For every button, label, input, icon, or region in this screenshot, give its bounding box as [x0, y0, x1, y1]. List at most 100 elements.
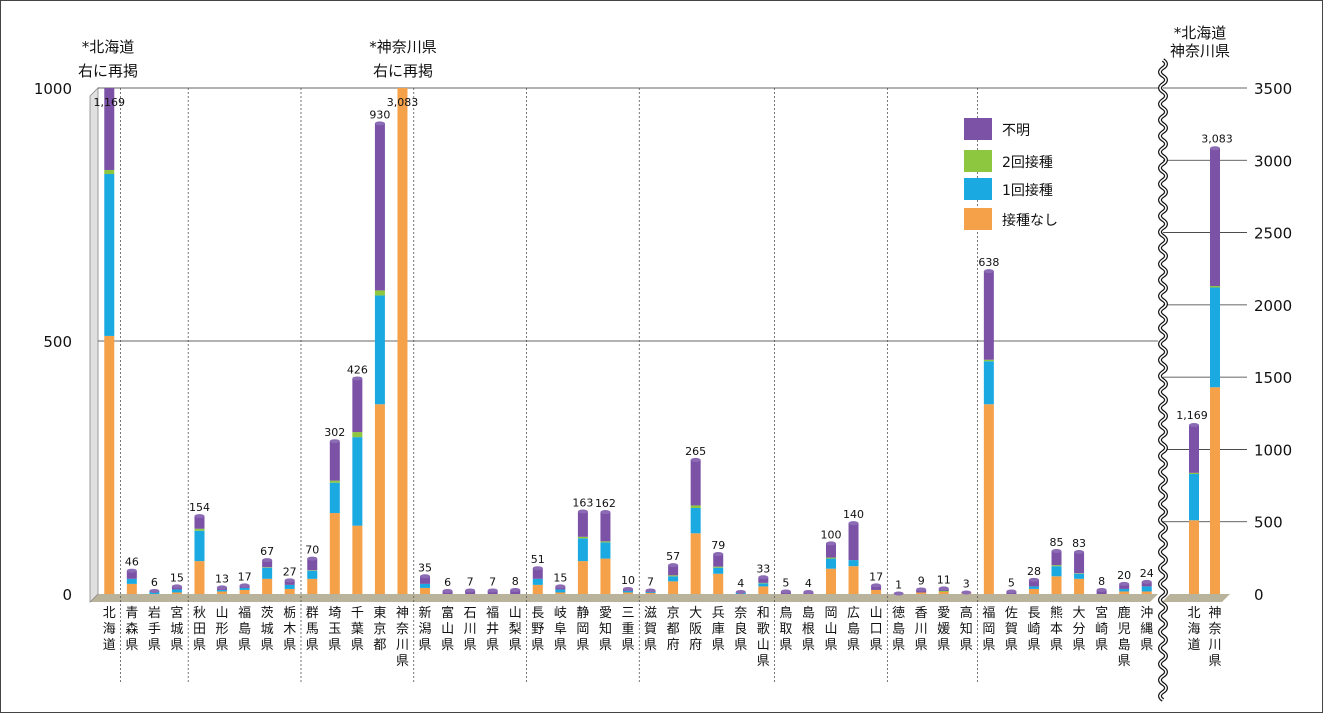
bar-value-label: 7: [489, 575, 496, 588]
bar-value-label: 70: [305, 544, 319, 557]
category-label: 葉: [351, 622, 364, 637]
category-label: 県: [1073, 638, 1086, 653]
right-category-label: 道: [1187, 638, 1200, 653]
bar-cap: [352, 376, 363, 381]
legend-label-two-doses: 2回接種: [1002, 154, 1053, 171]
right-category-label: 奈: [1208, 622, 1221, 637]
bar-segment: [1074, 573, 1085, 574]
category-label: 田: [193, 622, 206, 637]
bar-value-label: 3,083: [387, 96, 419, 109]
bar-segment: [171, 592, 182, 594]
bar-value-label: 11: [937, 573, 951, 586]
bar-segment: [983, 361, 994, 405]
bar-value-label: 5: [782, 576, 789, 589]
category-label: 長: [531, 606, 544, 621]
bar-cap: [307, 556, 318, 561]
bar-segment: [848, 560, 859, 567]
note-hokkaido-line2: 右に再掲: [78, 62, 138, 80]
category-label: 玉: [328, 622, 341, 637]
bar-segment: [262, 560, 273, 568]
right-y-tick-label: 2000: [1254, 297, 1292, 315]
note-right-line1: *北海道: [1174, 24, 1227, 42]
bar-value-label: 67: [260, 545, 274, 558]
category-label: 道: [103, 638, 116, 653]
bar-segment: [1141, 591, 1152, 594]
bar-segment: [825, 543, 836, 558]
category-label: 媛: [937, 622, 950, 637]
bar-cap: [1096, 587, 1107, 592]
bar-segment: [871, 589, 882, 594]
bar-segment: [307, 570, 318, 579]
bar-segment: [397, 88, 408, 594]
category-label: 岡: [982, 622, 995, 637]
y-tick-label: 0: [62, 586, 72, 604]
bar-value-label: 638: [978, 256, 999, 269]
bar-segment: [668, 576, 679, 582]
bar-segment: [645, 591, 656, 593]
right-plot-floor: [1162, 594, 1230, 602]
right-bar-segment: [1210, 148, 1220, 287]
category-label: 川: [464, 622, 477, 637]
category-label: 分: [1073, 622, 1086, 637]
legend-swatch-one-dose: [964, 178, 992, 200]
category-label: 形: [216, 622, 229, 637]
bar-segment: [983, 404, 994, 594]
bar-segment: [217, 591, 228, 594]
bar-value-label: 265: [685, 445, 706, 458]
y-tick-label: 1000: [34, 80, 72, 98]
right-category-label: 県: [1208, 654, 1221, 669]
category-label: 重: [621, 621, 634, 637]
right-y-tick-label: 500: [1254, 514, 1283, 532]
bar-segment: [713, 554, 724, 567]
category-label: 庫: [712, 622, 725, 637]
category-label: 石: [464, 606, 477, 621]
category-label: 県: [396, 654, 409, 669]
bar-value-label: 28: [1027, 565, 1041, 578]
bar-segment: [126, 583, 137, 594]
bar-value-label: 24: [1140, 567, 1154, 580]
category-label: 海: [103, 622, 116, 637]
right-y-tick-label: 0: [1254, 586, 1264, 604]
category-label: 県: [621, 638, 634, 653]
category-label: 県: [238, 638, 251, 653]
category-label: 島: [847, 622, 860, 637]
bar-segment: [758, 582, 769, 584]
category-label: 手: [148, 622, 161, 637]
plot-background: [89, 87, 1230, 603]
category-label: 島: [892, 622, 905, 637]
category-label: 歌: [757, 622, 770, 637]
plot-floor: [90, 594, 1158, 602]
bar-cap: [284, 578, 295, 583]
category-label: 山: [509, 606, 522, 621]
bar-segment: [1028, 579, 1039, 587]
bar-cap: [645, 588, 656, 593]
bar-segment: [374, 404, 385, 594]
bar-segment: [825, 558, 836, 569]
bars: [104, 88, 1220, 596]
bar-cap: [420, 574, 431, 579]
bar-segment: [1051, 576, 1062, 594]
bar-cap: [983, 269, 994, 274]
category-label: 野: [531, 622, 544, 637]
bar-cap: [623, 586, 633, 591]
bar-cap: [194, 514, 205, 519]
bar-value-label: 57: [666, 550, 680, 563]
bar-segment: [1051, 565, 1062, 567]
bar-value-label: 79: [711, 539, 725, 552]
bar-segment: [307, 570, 318, 571]
bar-segment: [848, 523, 859, 561]
category-label: 島: [1118, 638, 1131, 653]
legend-label-one-dose: 1回接種: [1002, 182, 1053, 199]
bar-segment: [1119, 583, 1130, 589]
bar-value-label: 35: [418, 561, 432, 574]
category-label: 山: [216, 606, 229, 621]
bar-segment: [104, 335, 115, 594]
bar-segment: [1141, 586, 1152, 592]
category-label: 新: [419, 605, 432, 621]
bar-segment: [1028, 586, 1039, 589]
bar-value-label: 100: [820, 528, 841, 541]
bar-segment: [262, 567, 273, 568]
bar-segment: [825, 568, 836, 594]
category-label: 県: [216, 638, 229, 653]
bar-value-label: 46: [125, 556, 139, 569]
